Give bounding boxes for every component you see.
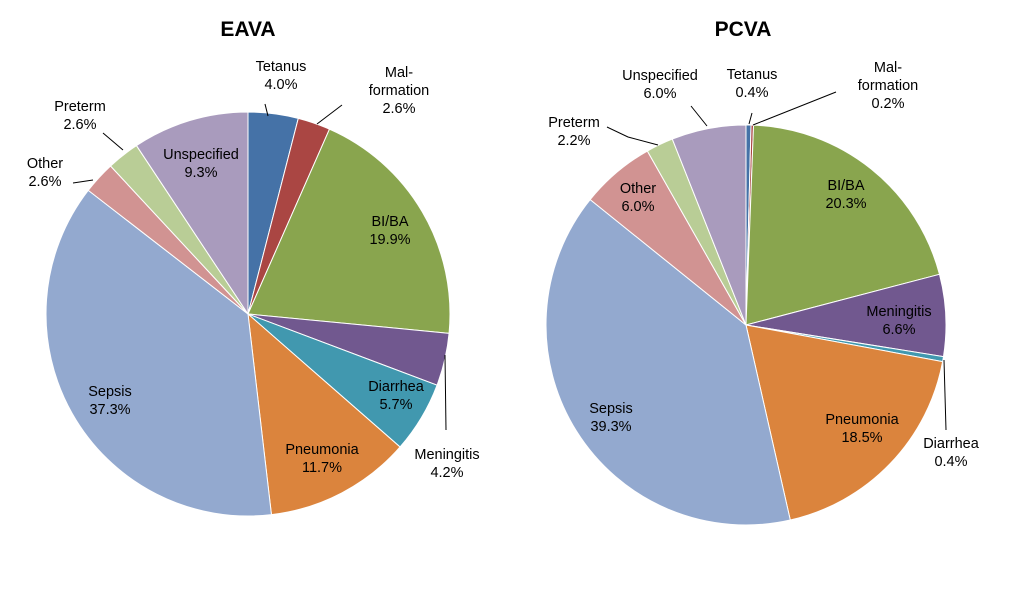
leader-line-diarrhea xyxy=(943,359,947,431)
slice-label-tetanus: Tetanus 0.4% xyxy=(727,67,778,101)
slice-label-preterm: Preterm 2.2% xyxy=(548,115,600,149)
slice-sepsis xyxy=(545,198,791,526)
slice-percent-unspecified: 9.3% xyxy=(184,165,217,181)
slice-pneumonia xyxy=(745,324,944,521)
slice-percent-preterm: 2.2% xyxy=(557,133,590,149)
slice-label-preterm: Preterm 2.6% xyxy=(54,99,106,133)
slice-category-bi-ba: BI/BA xyxy=(371,214,408,230)
slice-category-diarrhea: Diarrhea xyxy=(923,436,980,452)
slice-label-unspecified: Unspecified 9.3% xyxy=(163,147,239,181)
slice-category-sepsis: Sepsis xyxy=(589,401,633,417)
slice-category-meningitis: Meningitis xyxy=(866,304,931,320)
slice-percent-sepsis: 39.3% xyxy=(590,419,631,435)
slice-labels: Tetanus 4.0% Mal-formation 2.6% BI/BA 19.9% Me… xyxy=(27,59,480,481)
slice-category-mal-formation: Mal- xyxy=(874,60,902,76)
slice-category-mal-formation: formation xyxy=(369,83,429,99)
slice-percent-unspecified: 6.0% xyxy=(643,86,676,102)
chart-title-eava: EAVA xyxy=(220,18,275,41)
slice-labels: Tetanus 0.4% Mal-formation 0.2% BI/BA 20.3% Me… xyxy=(548,60,980,470)
leader-line-unspecified xyxy=(690,105,708,127)
slice-category-mal-formation: Mal- xyxy=(385,65,413,81)
slice-label-mal-formation: Mal-formation 2.6% xyxy=(369,65,429,117)
slice-percent-bi-ba: 19.9% xyxy=(369,232,410,248)
slice-label-sepsis: Sepsis 37.3% xyxy=(88,384,132,418)
slice-percent-diarrhea: 5.7% xyxy=(379,397,412,413)
slice-category-other: Other xyxy=(27,156,63,172)
slice-label-sepsis: Sepsis 39.3% xyxy=(589,401,633,435)
slice-percent-sepsis: 37.3% xyxy=(89,402,130,418)
slice-label-meningitis: Meningitis 4.2% xyxy=(414,447,479,481)
leader-line-meningitis xyxy=(444,354,447,431)
slice-category-meningitis: Meningitis xyxy=(414,447,479,463)
slice-percent-mal-formation: 2.6% xyxy=(382,101,415,117)
slice-category-sepsis: Sepsis xyxy=(88,384,132,400)
slice-percent-tetanus: 0.4% xyxy=(735,85,768,101)
slice-bi-ba xyxy=(745,124,941,326)
slice-percent-pneumonia: 11.7% xyxy=(302,460,342,476)
slice-label-other: Other 6.0% xyxy=(620,181,656,215)
slice-percent-other: 2.6% xyxy=(28,174,61,190)
slice-percent-other: 6.0% xyxy=(621,199,654,215)
chart-title-pcva: PCVA xyxy=(715,18,772,41)
slice-percent-mal-formation: 0.2% xyxy=(871,96,904,112)
slice-percent-meningitis: 6.6% xyxy=(882,322,915,338)
slice-label-other: Other 2.6% xyxy=(27,156,63,190)
slice-label-pneumonia: Pneumonia 11.7% xyxy=(285,442,359,476)
leader-line-preterm xyxy=(606,126,659,146)
slice-percent-tetanus: 4.0% xyxy=(264,77,297,93)
slice-category-bi-ba: BI/BA xyxy=(827,178,864,194)
slice-sepsis xyxy=(45,189,273,517)
slices xyxy=(545,124,947,526)
slice-bi-ba xyxy=(247,128,451,334)
slice-label-pneumonia: Pneumonia 18.5% xyxy=(825,412,899,446)
slice-category-mal-formation: formation xyxy=(858,78,918,94)
leader-line-tetanus xyxy=(264,103,269,117)
leader-line-mal-formation xyxy=(752,91,837,126)
slice-label-diarrhea: Diarrhea 0.4% xyxy=(923,436,980,470)
slice-label-bi-ba: BI/BA 20.3% xyxy=(825,178,866,212)
slice-label-bi-ba: BI/BA 19.9% xyxy=(369,214,410,248)
slice-percent-meningitis: 4.2% xyxy=(430,465,463,481)
slice-category-pneumonia: Pneumonia xyxy=(825,412,899,428)
slice-label-mal-formation: Mal-formation 0.2% xyxy=(858,60,918,112)
slice-category-diarrhea: Diarrhea xyxy=(368,379,425,395)
slices xyxy=(45,111,451,517)
slice-category-pneumonia: Pneumonia xyxy=(285,442,359,458)
slice-unspecified xyxy=(135,111,249,316)
slice-label-diarrhea: Diarrhea 5.7% xyxy=(368,379,425,413)
slice-pneumonia xyxy=(247,312,401,516)
slice-category-unspecified: Unspecified xyxy=(163,147,239,163)
slice-label-tetanus: Tetanus 4.0% xyxy=(256,59,307,93)
slice-category-preterm: Preterm xyxy=(548,115,600,131)
slice-label-unspecified: Unspecified 6.0% xyxy=(622,68,698,102)
slice-percent-pneumonia: 18.5% xyxy=(841,430,882,446)
slice-percent-bi-ba: 20.3% xyxy=(825,196,866,212)
slice-percent-preterm: 2.6% xyxy=(63,117,96,133)
leader-line-mal-formation xyxy=(316,104,343,125)
slice-category-tetanus: Tetanus xyxy=(256,59,307,75)
slice-category-preterm: Preterm xyxy=(54,99,106,115)
leader-line-other xyxy=(72,179,94,184)
slice-percent-diarrhea: 0.4% xyxy=(934,454,967,470)
leader-line-preterm xyxy=(102,132,124,151)
pcva-pie-chart: PCVA Tetanus 0.4% Mal-formation 0.2% BI/BA 20.… xyxy=(545,18,980,526)
slice-label-meningitis: Meningitis 6.6% xyxy=(866,304,931,338)
leader-line-tetanus xyxy=(748,112,753,125)
eava-pie-chart: EAVA Tetanus 4.0% Mal-formation 2.6% BI/BA 19.… xyxy=(27,18,480,517)
slice-category-other: Other xyxy=(620,181,656,197)
slice-unspecified xyxy=(671,124,747,326)
slice-category-tetanus: Tetanus xyxy=(727,67,778,83)
slice-category-unspecified: Unspecified xyxy=(622,68,698,84)
